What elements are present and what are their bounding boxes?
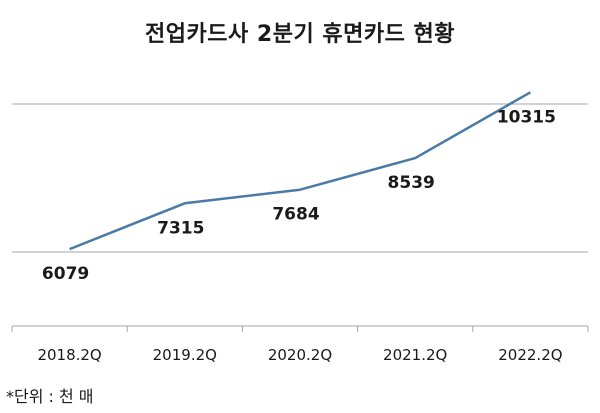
unit-note: *단위 : 천 매 <box>6 387 94 406</box>
x-tick-label: 2019.2Q <box>153 346 217 364</box>
chart-title: 전업카드사 2분기 휴면카드 현황 <box>145 22 455 47</box>
data-labels: 6079 7315 7684 8539 10315 <box>42 107 556 284</box>
data-label: 10315 <box>497 107 556 127</box>
data-label: 6079 <box>42 264 89 284</box>
x-tick-label: 2021.2Q <box>383 346 447 364</box>
x-tick-label: 2020.2Q <box>268 346 332 364</box>
gridlines <box>12 103 588 253</box>
data-label: 8539 <box>388 173 435 193</box>
data-label: 7315 <box>157 218 204 238</box>
x-tick-labels: 2018.2Q 2019.2Q 2020.2Q 2021.2Q 2022.2Q <box>37 346 562 364</box>
series-line <box>69 91 532 251</box>
x-tick-label: 2018.2Q <box>37 346 101 364</box>
data-label: 7684 <box>272 205 319 225</box>
x-tick-label: 2022.2Q <box>498 346 562 364</box>
x-axis <box>11 325 589 332</box>
series-line-path <box>69 91 532 251</box>
